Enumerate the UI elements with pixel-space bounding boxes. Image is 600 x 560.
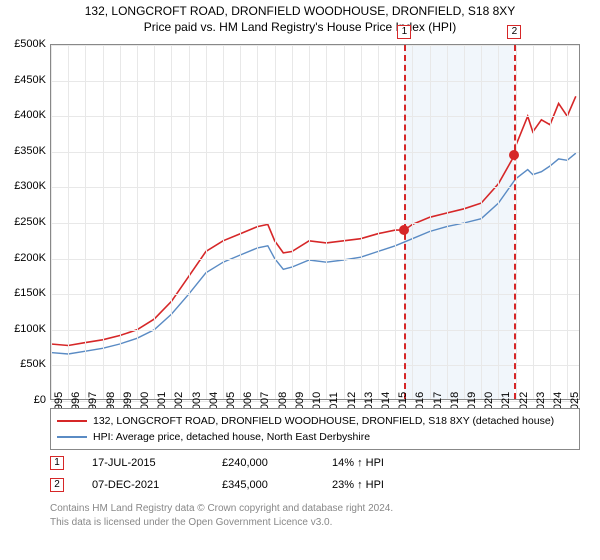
grid-v [275,45,276,399]
chart-title: 132, LONGCROFT ROAD, DRONFIELD WOODHOUSE… [0,0,600,18]
legend-label: HPI: Average price, detached house, Nort… [93,431,370,443]
grid-v [120,45,121,399]
grid-v [361,45,362,399]
grid-v [292,45,293,399]
grid-v [171,45,172,399]
y-tick-label: £500K [0,38,46,50]
footer-line1: Contains HM Land Registry data © Crown c… [50,502,580,516]
grid-v [464,45,465,399]
marker-dot-2 [509,150,519,160]
y-tick-label: £300K [0,180,46,192]
grid-h [51,259,579,260]
marker-box-1: 1 [397,25,411,39]
grid-v [567,45,568,399]
grid-h [51,45,579,46]
transaction-idx: 2 [50,478,64,492]
grid-v [68,45,69,399]
legend-row: HPI: Average price, detached house, Nort… [57,429,573,445]
y-tick-label: £100K [0,323,46,335]
series-hpi [51,153,576,354]
chart-area: 12 £0£50K£100K£150K£200K£250K£300K£350K£… [50,44,580,400]
grid-v [103,45,104,399]
chart-container: 132, LONGCROFT ROAD, DRONFIELD WOODHOUSE… [0,0,600,560]
marker-dot-1 [399,225,409,235]
grid-v [378,45,379,399]
grid-v [206,45,207,399]
series-price_paid [51,96,576,345]
transaction-date: 07-DEC-2021 [92,479,222,491]
y-tick-label: £150K [0,287,46,299]
grid-v [430,45,431,399]
marker-box-2: 2 [507,25,521,39]
transaction-price: £345,000 [222,479,332,491]
grid-v [51,45,52,399]
grid-v [344,45,345,399]
grid-v [412,45,413,399]
grid-h [51,330,579,331]
grid-v [257,45,258,399]
plot-region: 12 [50,44,580,400]
grid-v [137,45,138,399]
legend-swatch [57,436,87,438]
legend-row: 132, LONGCROFT ROAD, DRONFIELD WOODHOUSE… [57,413,573,429]
transaction-date: 17-JUL-2015 [92,457,222,469]
grid-h [51,187,579,188]
y-tick-label: £200K [0,252,46,264]
transaction-row: 2 07-DEC-2021£345,00023% ↑ HPI [50,474,580,496]
grid-h [51,223,579,224]
grid-v [447,45,448,399]
grid-h [51,81,579,82]
y-tick-label: £250K [0,216,46,228]
marker-line-1 [404,45,406,399]
footer-credits: Contains HM Land Registry data © Crown c… [50,502,580,529]
transaction-idx: 1 [50,456,64,470]
legend-label: 132, LONGCROFT ROAD, DRONFIELD WOODHOUSE… [93,415,554,427]
y-tick-label: £350K [0,145,46,157]
grid-h [51,116,579,117]
grid-v [481,45,482,399]
grid-v [309,45,310,399]
grid-v [498,45,499,399]
grid-v [326,45,327,399]
y-tick-label: £50K [0,358,46,370]
marker-line-2 [514,45,516,399]
grid-v [533,45,534,399]
y-tick-label: £400K [0,109,46,121]
grid-v [189,45,190,399]
grid-h [51,294,579,295]
transaction-row: 1 17-JUL-2015£240,00014% ↑ HPI [50,452,580,474]
transaction-pct: 14% ↑ HPI [332,457,452,469]
grid-h [51,152,579,153]
grid-v [223,45,224,399]
y-tick-label: £450K [0,74,46,86]
grid-v [85,45,86,399]
legend: 132, LONGCROFT ROAD, DRONFIELD WOODHOUSE… [50,408,580,450]
y-tick-label: £0 [0,394,46,406]
transaction-pct: 23% ↑ HPI [332,479,452,491]
grid-v [395,45,396,399]
grid-v [240,45,241,399]
grid-h [51,365,579,366]
grid-v [154,45,155,399]
transaction-price: £240,000 [222,457,332,469]
footer-line2: This data is licensed under the Open Gov… [50,516,580,530]
transaction-panel: 1 17-JUL-2015£240,00014% ↑ HPI 2 07-DEC-202… [50,452,580,496]
legend-swatch [57,420,87,422]
grid-v [550,45,551,399]
